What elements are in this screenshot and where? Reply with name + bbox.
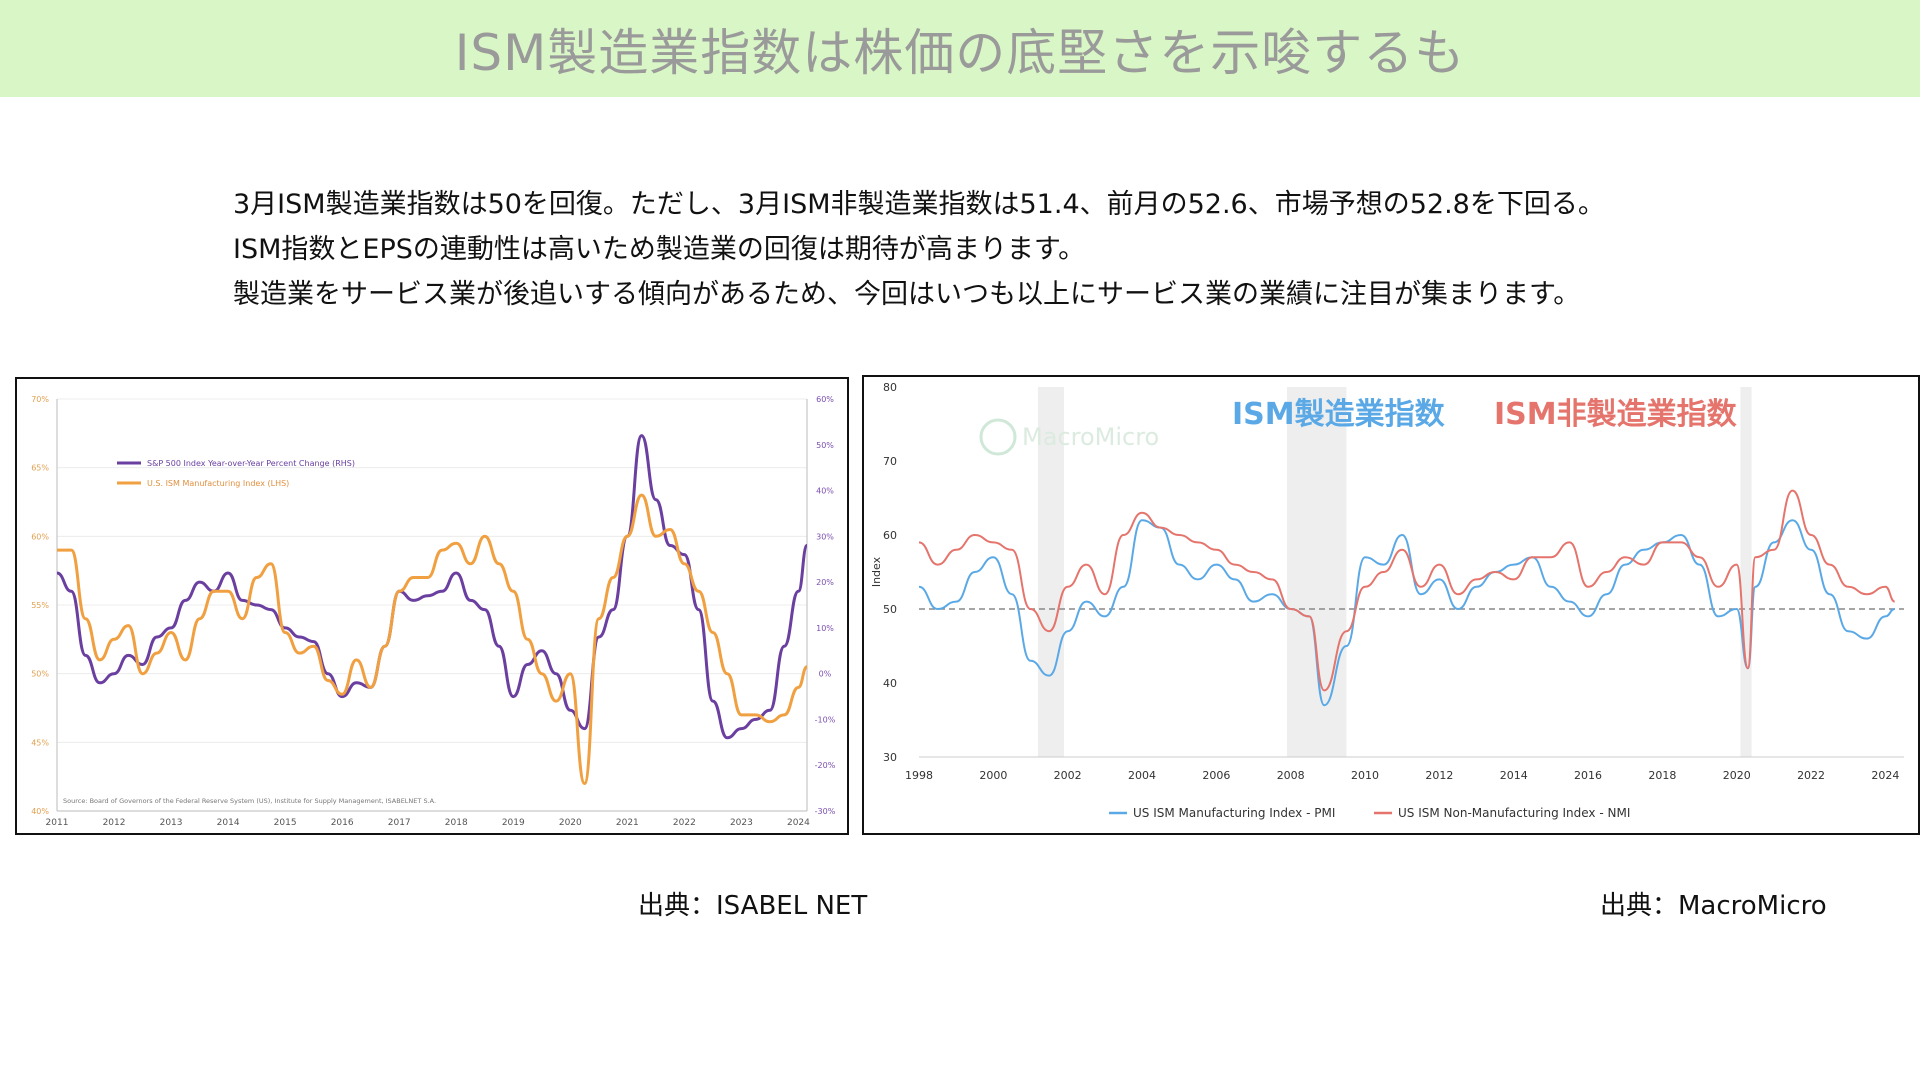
annotation-non-manufacturing: ISM非製造業指数 xyxy=(1494,397,1738,432)
x-axis-tick-label: 2018 xyxy=(1648,769,1676,782)
macromicro-watermark-logo xyxy=(979,418,1017,456)
ism-manufacturing-line xyxy=(57,493,808,785)
left-axis-tick-label: 45% xyxy=(31,738,49,747)
left-axis-tick-label: 65% xyxy=(31,464,49,473)
right-axis-tick-label: -10% xyxy=(815,715,836,724)
x-axis-tick-label: 2024 xyxy=(1871,769,1899,782)
x-axis-tick-label: 2010 xyxy=(1351,769,1379,782)
annotation-manufacturing: ISM製造業指数 xyxy=(1232,397,1446,432)
x-axis-tick-label: 2014 xyxy=(217,818,240,828)
source-left: 出典：ISABEL NET xyxy=(638,891,868,921)
isabel-net-chart-svg: 70% 65% 60% 55% 50% 45% 40% 60% 50% 40% 30% 20% 10% 0… xyxy=(31,395,836,828)
macromicro-chart: 80 70 60 50 40 30 Index 1998 2000 2002 2004 2006 200… xyxy=(862,375,1920,835)
summary-line-1: 3月ISM製造業指数は50を回復。ただし、3月ISM非製造業指数は51.4、前月… xyxy=(233,189,1605,220)
summary-text: 3月ISM製造業指数は50を回復。ただし、3月ISM非製造業指数は51.4、前月… xyxy=(233,182,1793,317)
x-axis-tick-label: 2020 xyxy=(559,818,582,828)
right-axis-tick-label: 40% xyxy=(816,487,834,496)
x-axis-tick-label: 2006 xyxy=(1202,769,1230,782)
recession-shading xyxy=(1037,387,1064,757)
x-axis-tick-label: 2022 xyxy=(1797,769,1825,782)
y-axis-label: Index xyxy=(870,556,883,587)
x-axis-tick-label: 2012 xyxy=(103,818,126,828)
recession-shading xyxy=(1740,387,1752,757)
left-axis-tick-label: 40% xyxy=(31,807,49,816)
macromicro-watermark: MacroMicro xyxy=(1022,423,1159,451)
left-axis-tick-label: 55% xyxy=(31,601,49,610)
source-right: 出典：MacroMicro xyxy=(1600,891,1827,921)
isabel-net-chart: 70% 65% 60% 55% 50% 45% 40% 60% 50% 40% 30% 20% 10% 0… xyxy=(15,377,849,835)
x-axis-tick-label: 2016 xyxy=(331,818,354,828)
right-axis-tick-label: -30% xyxy=(815,807,836,816)
legend-label: U.S. ISM Manufacturing Index (LHS) xyxy=(147,479,289,488)
left-axis-tick-label: 70% xyxy=(31,395,49,404)
nmi-line xyxy=(918,489,1896,692)
legend-label: US ISM Manufacturing Index - PMI xyxy=(1133,806,1335,820)
x-axis-tick-label: 2002 xyxy=(1054,769,1082,782)
x-axis-tick-label: 2022 xyxy=(673,818,696,828)
y-axis-tick-label: 50 xyxy=(883,603,897,616)
right-axis-tick-label: 10% xyxy=(816,624,834,633)
x-axis-tick-label: 2004 xyxy=(1128,769,1156,782)
right-axis-tick-label: 30% xyxy=(816,532,834,541)
right-axis-tick-label: -20% xyxy=(815,761,836,770)
x-axis-tick-label: 2023 xyxy=(730,818,753,828)
title-bar: ISM製造業指数は株価の底堅さを示唆するも xyxy=(0,0,1920,97)
x-axis-tick-label: 2017 xyxy=(388,818,411,828)
x-axis-tick-label: 2011 xyxy=(46,818,69,828)
right-axis-tick-label: 20% xyxy=(816,578,834,587)
x-axis-tick-label: 2024 xyxy=(787,818,810,828)
right-axis-tick-label: 60% xyxy=(816,395,834,404)
x-axis-tick-label: 1998 xyxy=(905,769,933,782)
x-axis-tick-label: 2013 xyxy=(160,818,183,828)
x-axis-tick-label: 2016 xyxy=(1574,769,1602,782)
x-axis-tick-label: 2021 xyxy=(616,818,639,828)
legend-label: S&P 500 Index Year-over-Year Percent Cha… xyxy=(147,459,355,468)
y-axis-tick-label: 70 xyxy=(883,455,897,468)
y-axis-tick-label: 80 xyxy=(883,381,897,394)
x-axis-tick-label: 2019 xyxy=(502,818,525,828)
chart-source-note: Source: Board of Governors of the Federa… xyxy=(63,797,436,805)
x-axis-tick-label: 2012 xyxy=(1425,769,1453,782)
left-axis-tick-label: 50% xyxy=(31,670,49,679)
right-axis-tick-label: 50% xyxy=(816,441,834,450)
legend-label: US ISM Non-Manufacturing Index - NMI xyxy=(1398,806,1630,820)
x-axis-tick-label: 2008 xyxy=(1277,769,1305,782)
x-axis-tick-label: 2018 xyxy=(445,818,468,828)
y-axis-tick-label: 60 xyxy=(883,529,897,542)
right-axis-tick-label: 0% xyxy=(819,670,832,679)
summary-line-2: ISM指数とEPSの連動性は高いため製造業の回復は期待が高まります。 xyxy=(233,234,1086,265)
x-axis-tick-label: 2015 xyxy=(274,818,297,828)
recession-shading xyxy=(1286,387,1347,757)
page-title: ISM製造業指数は株価の底堅さを示唆するも xyxy=(454,23,1466,82)
x-axis-tick-label: 2020 xyxy=(1723,769,1751,782)
x-axis-tick-label: 2014 xyxy=(1500,769,1528,782)
y-axis-tick-label: 30 xyxy=(883,751,897,764)
macromicro-chart-svg: 80 70 60 50 40 30 Index 1998 2000 2002 2004 2006 200… xyxy=(870,381,1904,820)
y-axis-tick-label: 40 xyxy=(883,677,897,690)
left-axis-tick-label: 60% xyxy=(31,532,49,541)
summary-line-3: 製造業をサービス業が後追いする傾向があるため、今回はいつも以上にサービス業の業績… xyxy=(233,279,1581,310)
x-axis-tick-label: 2000 xyxy=(979,769,1007,782)
